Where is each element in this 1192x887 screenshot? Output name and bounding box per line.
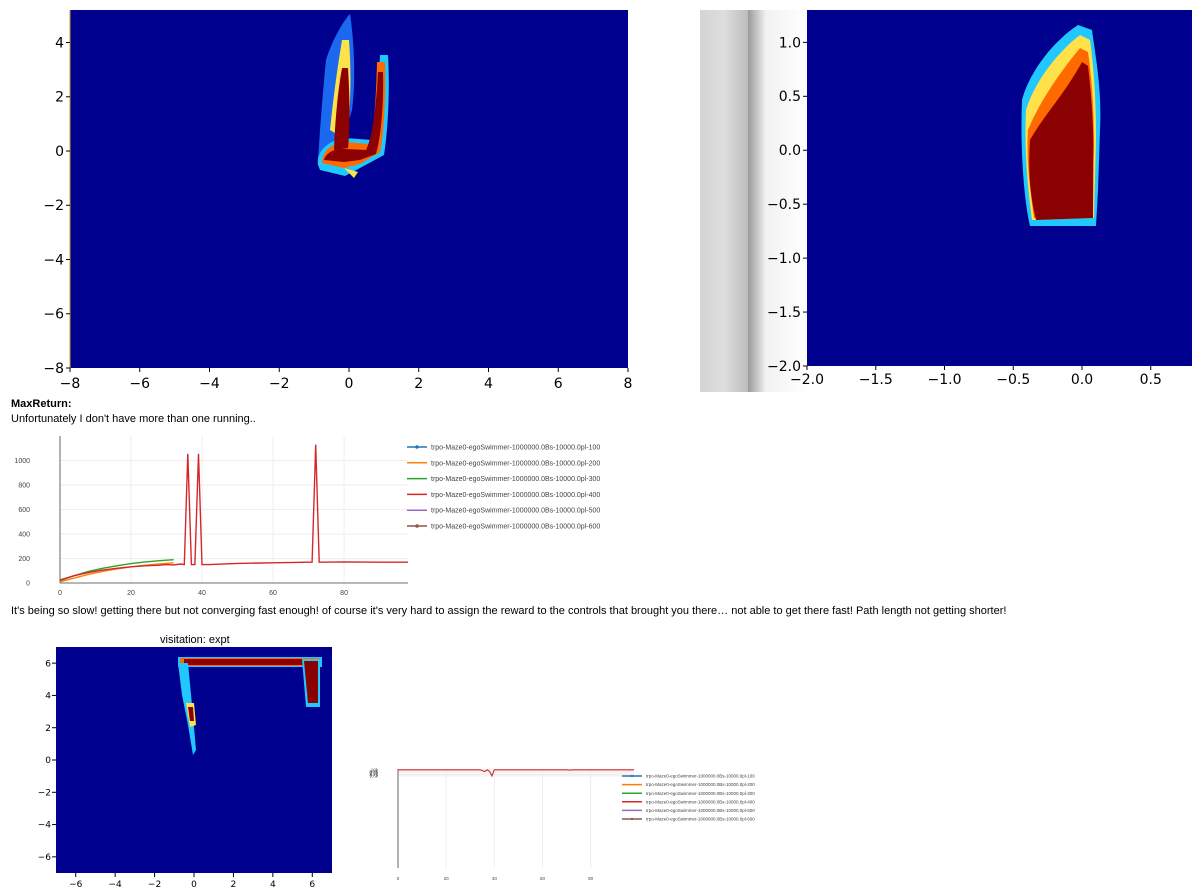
lc2-y-tick: 9.9k xyxy=(369,769,378,774)
visitation-y-tick: 4 xyxy=(45,692,51,702)
lc2-y-tick: 9.7k xyxy=(369,772,378,777)
lc2-legend-entry: trpo-Maze0-egoSwimmer-1000000.0Bs-10000.… xyxy=(646,774,755,779)
maxreturn-label: MaxReturn: xyxy=(11,398,72,410)
heatmap-1-x-tick: −8 xyxy=(60,376,81,392)
heatmap-2-y-tick: −1.0 xyxy=(767,251,801,267)
lc2-legend-entry: trpo-Maze0-egoSwimmer-1000000.0Bs-10000.… xyxy=(646,808,755,813)
lc1-series-line xyxy=(59,444,408,581)
heatmap-2-y-tick: 1.0 xyxy=(779,35,801,51)
heatmap-1-x-tick: −2 xyxy=(269,376,290,392)
heatmap-1-x-tick: 0 xyxy=(345,376,354,392)
heatmap-2-y-tick: 0.0 xyxy=(779,143,801,159)
lc2-x-tick: 20 xyxy=(444,876,450,881)
heatmap-1-y-tick: −8 xyxy=(43,361,64,377)
heatmap-1-x-tick: 6 xyxy=(554,376,563,392)
lc1-y-tick: 600 xyxy=(18,507,30,514)
lc2-legend-entry: trpo-Maze0-egoSwimmer-1000000.0Bs-10000.… xyxy=(646,791,755,796)
heatmap-1-x-tick: −6 xyxy=(129,376,150,392)
lc1-legend-entry: trpo-Maze0-egoSwimmer-1000000.0Bs-10000.… xyxy=(431,508,600,515)
lc1-y-tick: 800 xyxy=(18,482,30,489)
lc2-legend-entry: trpo-Maze0-egoSwimmer-1000000.0Bs-10000.… xyxy=(646,782,755,787)
visitation-title: visitation: expt xyxy=(160,634,230,646)
visitation-x-tick: −6 xyxy=(69,880,83,887)
lc2-legend-entry: trpo-Maze0-egoSwimmer-1000000.0Bs-10000.… xyxy=(646,817,755,822)
lc1-x-tick: 0 xyxy=(58,590,62,597)
side-panel-edge xyxy=(748,10,808,392)
heatmap-2-x-tick: −2.0 xyxy=(790,372,824,388)
heatmap-chart-2: −2.0 −1.5 −1.0 −0.5 0.0 0.5 1.0 0.5 0.0 −0.5 −1.0 −… xyxy=(700,10,1192,392)
side-panel-overlay xyxy=(700,10,748,392)
lc2-y-tick: 10k xyxy=(371,767,379,772)
lc1-x-tick: 20 xyxy=(127,590,135,597)
lc1-y-tick: 200 xyxy=(18,556,30,563)
lc2-x-tick: 40 xyxy=(492,876,498,881)
visitation-x-tick: −2 xyxy=(148,880,161,887)
visitation-y-tick: −6 xyxy=(38,853,52,863)
heatmap-2-y-tick: 0.5 xyxy=(779,89,801,105)
heatmap-2-x-tick: −1.0 xyxy=(928,372,962,388)
heatmap-1-x-tick: −4 xyxy=(199,376,220,392)
lc2-x-tick: 60 xyxy=(540,876,546,881)
heatmap-2-y-tick: −1.5 xyxy=(767,305,801,321)
heatmap-2-x-tick: −1.5 xyxy=(859,372,893,388)
visitation-x-tick: −4 xyxy=(109,880,123,887)
visitation-x-tick: 0 xyxy=(191,880,197,887)
heatmap-1-x-tick: 8 xyxy=(624,376,633,392)
lc2-legend-entry: trpo-Maze0-egoSwimmer-1000000.0Bs-10000.… xyxy=(646,799,755,804)
lc1-x-tick: 80 xyxy=(340,590,348,597)
heatmap-2-y-tick: −0.5 xyxy=(767,197,801,213)
visitation-x-tick: 6 xyxy=(309,880,315,887)
lc2-x-tick: 0 xyxy=(397,876,400,881)
heatmap-1-y-tick: −6 xyxy=(43,307,64,323)
visitation-y-tick: −2 xyxy=(38,788,51,798)
heatmap-chart-1: −8 −6 −4 −2 0 2 4 6 8 4 2 0 −2 −4 −6 −8 xyxy=(43,10,633,392)
heatmap-1-density xyxy=(317,14,389,178)
lc2-y-tick: 9.8k xyxy=(369,770,378,775)
lc2-series-line xyxy=(398,769,634,778)
visitation-density xyxy=(178,657,322,755)
heatmap-1-x-tick: 4 xyxy=(484,376,493,392)
lc1-x-tick: 60 xyxy=(269,590,277,597)
lc1-legend-entry: trpo-Maze0-egoSwimmer-1000000.0Bs-10000.… xyxy=(431,492,600,499)
heatmap-2-y-tick: −2.0 xyxy=(767,359,801,375)
lc1-legend-entry: trpo-Maze0-egoSwimmer-1000000.0Bs-10000.… xyxy=(431,444,600,451)
visitation-y-tick: 6 xyxy=(45,659,51,669)
visitation-x-tick: 4 xyxy=(270,880,276,887)
lc1-x-tick: 40 xyxy=(198,590,206,597)
visitation-plot-area xyxy=(56,647,332,873)
heatmap-2-x-tick: −0.5 xyxy=(996,372,1030,388)
lc1-legend-entry: trpo-Maze0-egoSwimmer-1000000.0Bs-10000.… xyxy=(431,476,600,483)
heatmap-1-y-tick: 4 xyxy=(55,35,64,51)
visitation-y-tick: −4 xyxy=(38,821,52,831)
heatmap-1-y-tick: 2 xyxy=(55,90,64,106)
lc2-x-tick: 80 xyxy=(588,876,594,881)
visitation-y-tick: 0 xyxy=(45,756,51,766)
lc2-y-tick: 9.6k xyxy=(369,773,378,778)
lc1-y-tick: 400 xyxy=(18,531,30,538)
visitation-x-tick: 2 xyxy=(231,880,237,887)
note-single-run: Unfortunately I don't have more than one… xyxy=(11,413,256,425)
visitation-heatmap: −6 −4 −2 0 2 4 6 6 4 2 0 −2 −4 −6 xyxy=(38,647,332,887)
note-slow-convergence: It's being so slow! getting there but no… xyxy=(11,605,1007,617)
heatmap-2-x-tick: 0.5 xyxy=(1140,372,1162,388)
lc1-legend-entry: trpo-Maze0-egoSwimmer-1000000.0Bs-10000.… xyxy=(431,460,600,467)
heatmap-1-y-tick: −2 xyxy=(43,198,64,214)
heatmap-1-x-tick: 2 xyxy=(414,376,423,392)
heatmap-2-x-tick: 0.0 xyxy=(1071,372,1093,388)
heatmap-1-y-tick: −4 xyxy=(43,252,64,268)
heatmap-2-plot-area xyxy=(807,10,1192,366)
heatmap-2-density xyxy=(1021,25,1101,226)
lc1-legend-entry: trpo-Maze0-egoSwimmer-1000000.0Bs-10000.… xyxy=(431,523,600,530)
lc1-y-tick: 0 xyxy=(26,580,30,587)
visitation-y-tick: 2 xyxy=(45,724,51,734)
heatmap-1-y-tick: 0 xyxy=(55,144,64,160)
lc1-y-tick: 1000 xyxy=(14,458,30,465)
